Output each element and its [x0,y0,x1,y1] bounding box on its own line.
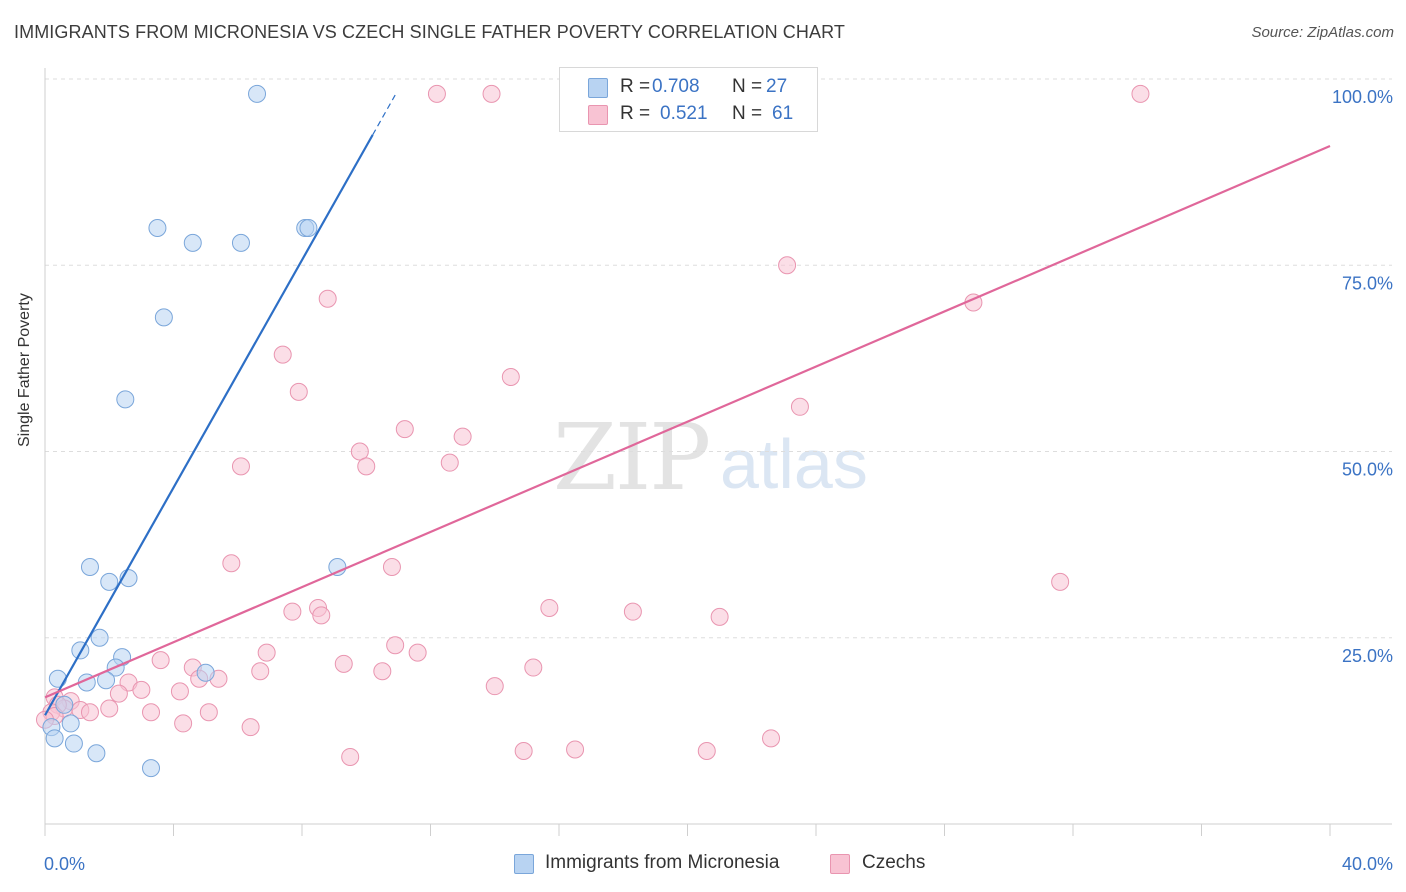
czech-point [427,84,446,103]
czech-point [199,703,218,722]
bottom-legend-label: Czechs [862,852,926,873]
micronesia-trendline-extension [372,94,396,136]
czech-trendline [44,145,1331,699]
legend-r-value: 0.521 [660,103,708,124]
czech-point [1051,572,1070,591]
legend-r-label: R = [620,76,651,97]
czech-point [762,729,781,748]
czech-point [485,677,504,696]
czech-point [697,741,716,760]
czech-point [109,684,128,703]
czech-point [132,680,151,699]
micronesia-point [100,572,119,591]
czech-point [373,662,392,681]
micronesia-point [48,669,67,688]
micronesia-point [80,557,99,576]
y-tick-label: 25.0% [1342,646,1393,666]
czech-point [170,682,189,701]
chart-title: IMMIGRANTS FROM MICRONESIA VS CZECH SING… [14,22,845,42]
source-credit: Source: ZipAtlas.com [1251,24,1394,41]
czech-point [231,457,250,476]
correlation-legend: R = 0.708 N = 27 R = 0.521 N = 61 [559,67,818,132]
micronesia-point [61,714,80,733]
y-tick-label: 50.0% [1342,460,1393,480]
bottom-legend-label: Immigrants from Micronesia [545,852,780,873]
watermark-atlas: atlas [720,425,868,503]
legend-n-value: 61 [772,103,794,124]
czech-point [540,598,559,617]
czech-point [453,427,472,446]
micronesia-point [64,734,83,753]
micronesia-point [142,759,161,778]
czech-point [312,606,331,625]
czech-point [142,703,161,722]
czech-point [100,699,119,718]
micronesia-trendline [44,134,374,716]
czech-point [174,714,193,733]
czech-point [778,256,797,275]
legend-r-label: R = [620,103,651,124]
x-tick-label: 40.0% [1342,854,1393,874]
legend-n-value: 27 [766,76,788,97]
czech-point [151,651,170,670]
czech-point [408,643,427,662]
legend-swatch-blue [588,78,608,98]
y-axis-label: Single Father Poverty [16,293,33,447]
czech-point [501,368,520,386]
legend-swatch-pink [588,105,608,125]
czech-point [273,345,292,364]
czech-point [1131,84,1150,103]
x-tick-label: 0.0% [44,854,85,874]
czech-point [357,457,376,476]
czech-point [440,453,459,472]
czech-point [514,741,533,760]
micronesia-point [87,744,106,763]
legend-r-value: 0.708 [652,76,700,97]
czech-point [318,289,337,308]
y-tick-label: 75.0% [1342,273,1393,293]
czech-point [482,84,501,103]
czech-point [395,420,414,439]
czech-point [350,442,369,461]
micronesia-point [196,663,215,682]
czech-point [524,658,543,677]
czech-point [566,740,585,759]
czech-point [341,747,360,766]
czech-point [790,397,809,416]
czech-point [251,662,270,681]
czech-point [257,643,276,662]
czech-point [334,654,353,673]
czech-point [623,602,642,621]
czech-point [386,636,405,655]
micronesia-point [183,233,202,252]
czech-point [283,602,302,621]
bottom-swatch-blue [514,854,534,874]
bottom-swatch-pink [830,854,850,874]
micronesia-point [154,308,173,327]
legend-n-label: N = [732,76,763,97]
y-tick-label: 100.0% [1332,87,1393,107]
legend-n-label: N = [732,103,763,124]
micronesia-point [90,628,109,647]
czech-point [222,554,241,573]
czech-point [241,718,260,737]
micronesia-point [248,84,267,103]
micronesia-point [148,219,167,237]
czech-point [289,382,308,401]
micronesia-point [299,219,318,237]
micronesia-point [231,233,250,252]
micronesia-point [55,695,74,714]
czech-point [80,703,99,722]
micronesia-point [116,390,135,409]
micronesia-point [45,729,64,748]
czech-point [710,607,729,626]
czech-point [382,557,401,576]
